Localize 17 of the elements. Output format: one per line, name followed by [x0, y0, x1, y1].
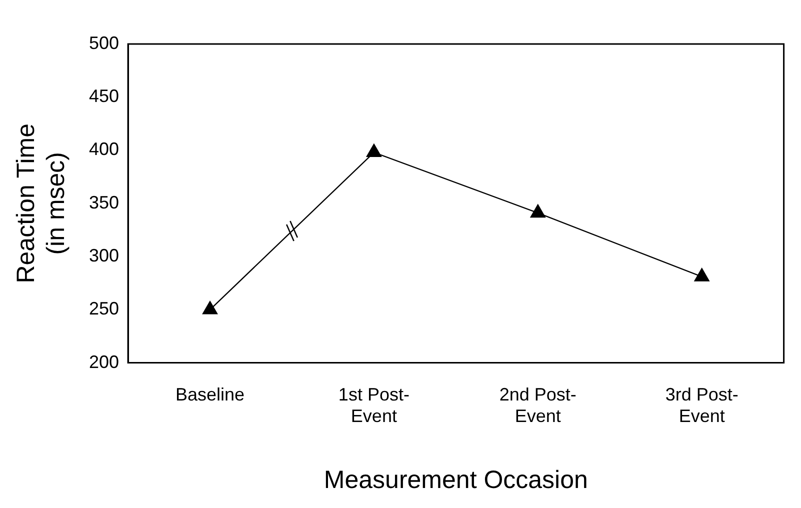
x-tick-label: 1st Post-Event: [338, 384, 410, 426]
x-axis-title: Measurement Occasion: [324, 466, 588, 494]
y-tick-label: 500: [88, 32, 120, 53]
point: [694, 268, 710, 282]
y-axis-title: Reaction Time (in msec): [12, 124, 70, 284]
x-tick-label: Baseline: [175, 384, 245, 405]
x-tick-label: 3rd Post-Event: [665, 384, 738, 426]
point: [366, 144, 382, 157]
point: [202, 301, 218, 314]
y-tick-label: 350: [88, 192, 120, 212]
y-tick-label: 250: [88, 298, 120, 319]
x-tick-label: 2nd Post-Event: [499, 384, 576, 426]
point: [530, 204, 546, 218]
y-tick-label: 450: [88, 86, 120, 106]
y-tick-label: 400: [88, 139, 120, 160]
y-tick-label: 300: [88, 246, 120, 266]
y-tick-label: 200: [88, 352, 120, 372]
